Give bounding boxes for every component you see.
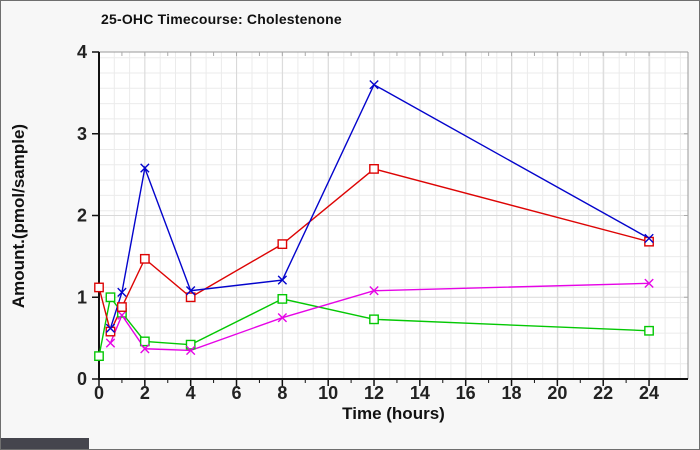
blue-series-marker <box>185 286 196 296</box>
green-series-marker <box>369 314 379 325</box>
green-series-marker <box>105 292 116 303</box>
blue-series-marker <box>140 163 150 173</box>
blue-series-marker <box>277 275 288 285</box>
x-tick-label: 16 <box>456 383 476 403</box>
blue-series-marker <box>369 80 379 90</box>
x-tick-label: 2 <box>140 383 150 403</box>
blue-series-marker <box>105 323 116 334</box>
x-tick-label: 24 <box>639 383 659 403</box>
y-tick-label: 2 <box>77 206 87 226</box>
red-series-marker <box>185 292 196 303</box>
taskbar-fragment <box>1 438 89 449</box>
x-tick-label: 14 <box>410 383 430 403</box>
green-series-marker <box>185 339 196 350</box>
y-tick-label: 4 <box>77 42 87 62</box>
chart-title: 25-OHC Timecourse: Cholestenone <box>101 11 342 27</box>
y-tick-label: 0 <box>77 369 87 389</box>
blue-series-marker <box>117 287 127 298</box>
x-tick-label: 20 <box>547 383 567 403</box>
magenta-series-marker <box>185 345 196 356</box>
y-tick-label: 1 <box>77 287 87 307</box>
x-tick-label: 12 <box>364 383 384 403</box>
red-series-marker <box>117 302 127 312</box>
magenta-series-marker <box>644 278 654 289</box>
green-series-marker <box>277 293 288 304</box>
red-series-marker <box>94 282 104 293</box>
blue-series-marker <box>644 233 654 244</box>
x-tick-label: 22 <box>593 383 613 403</box>
x-tick-label: 0 <box>94 383 104 403</box>
green-series-marker <box>94 351 104 362</box>
green-series-marker <box>139 336 150 347</box>
x-tick-label: 8 <box>277 383 287 403</box>
green-series-marker <box>644 325 654 336</box>
x-tick-label: 6 <box>232 383 242 403</box>
x-tick-label: 4 <box>186 383 196 403</box>
x-tick-label: 10 <box>318 383 338 403</box>
red-series-marker <box>139 253 150 264</box>
magenta-series-marker <box>369 286 379 296</box>
y-tick-label: 3 <box>77 124 87 144</box>
red-series-marker <box>369 164 379 174</box>
magenta-series-marker <box>117 310 127 320</box>
x-axis-label: Time (hours) <box>342 404 445 423</box>
magenta-series-marker <box>277 312 288 323</box>
x-tick-label: 18 <box>502 383 522 403</box>
magenta-series-marker <box>105 338 116 348</box>
red-series-marker <box>277 239 288 250</box>
magenta-series-marker <box>140 344 150 354</box>
y-axis-label: Amount.(pmol/sample) <box>9 123 28 309</box>
